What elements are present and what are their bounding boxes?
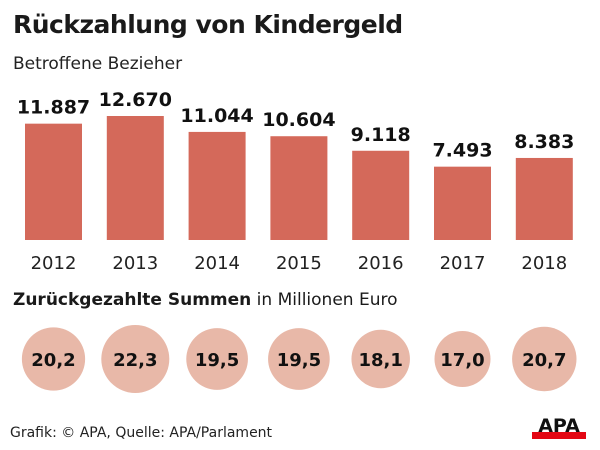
bar-2017 (434, 166, 491, 240)
source-credit: Grafik: © APA, Quelle: APA/Parlament (10, 425, 273, 441)
sums-title-unit: in Millionen Euro (251, 290, 398, 310)
chart-title: Rückzahlung von Kindergeld (13, 10, 403, 39)
sum-bubble-label: 17,0 (440, 350, 484, 371)
sum-bubble-2018 (512, 326, 577, 392)
sum-bubble-2012 (21, 327, 86, 391)
bar-value-label: 8.383 (514, 131, 574, 153)
apa-logo-text: APA (538, 415, 580, 437)
bar-2014 (188, 131, 246, 240)
x-tick-label: 2018 (521, 253, 567, 274)
x-tick-label: 2013 (112, 253, 158, 274)
bar-value-label: 11.044 (180, 105, 253, 127)
sum-bubble-label: 20,2 (31, 350, 75, 371)
sum-bubble-label: 20,7 (522, 350, 566, 371)
x-tick-label: 2012 (31, 253, 77, 274)
sum-bubble-2015 (268, 328, 330, 390)
sums-title: Zurückgezahlte Summen in Millionen Euro (13, 290, 398, 310)
sum-bubble-label: 18,1 (358, 350, 402, 371)
bar-2012 (25, 123, 82, 240)
x-tick-label: 2014 (194, 253, 240, 274)
bar-value-label: 7.493 (432, 140, 492, 162)
x-tick-label: 2015 (276, 253, 322, 274)
bar-2015 (270, 136, 328, 240)
sum-bubble-2016 (351, 329, 410, 389)
sum-bubble-2017 (434, 331, 491, 387)
sum-bubble-2014 (186, 328, 248, 390)
sums-title-bold: Zurückgezahlte Summen (13, 290, 252, 310)
bar-2013 (106, 116, 164, 240)
apa-logo-bar (532, 432, 586, 439)
x-tick-label: 2017 (440, 253, 486, 274)
bar-value-label: 12.670 (99, 89, 172, 111)
bar-2018 (515, 157, 573, 240)
sum-bubble-2013 (101, 325, 170, 393)
sum-bubble-label: 19,5 (195, 350, 239, 371)
bar-value-label: 9.118 (351, 124, 411, 146)
sum-bubble-label: 19,5 (277, 350, 321, 371)
sum-bubble-label: 22,3 (113, 350, 157, 371)
apa-logo: APA (532, 415, 586, 439)
x-tick-label: 2016 (358, 253, 404, 274)
bar-value-label: 10.604 (262, 109, 335, 131)
bar-2016 (352, 150, 410, 240)
bar-value-label: 11.887 (17, 97, 90, 119)
chart-subtitle: Betroffene Bezieher (13, 54, 183, 74)
